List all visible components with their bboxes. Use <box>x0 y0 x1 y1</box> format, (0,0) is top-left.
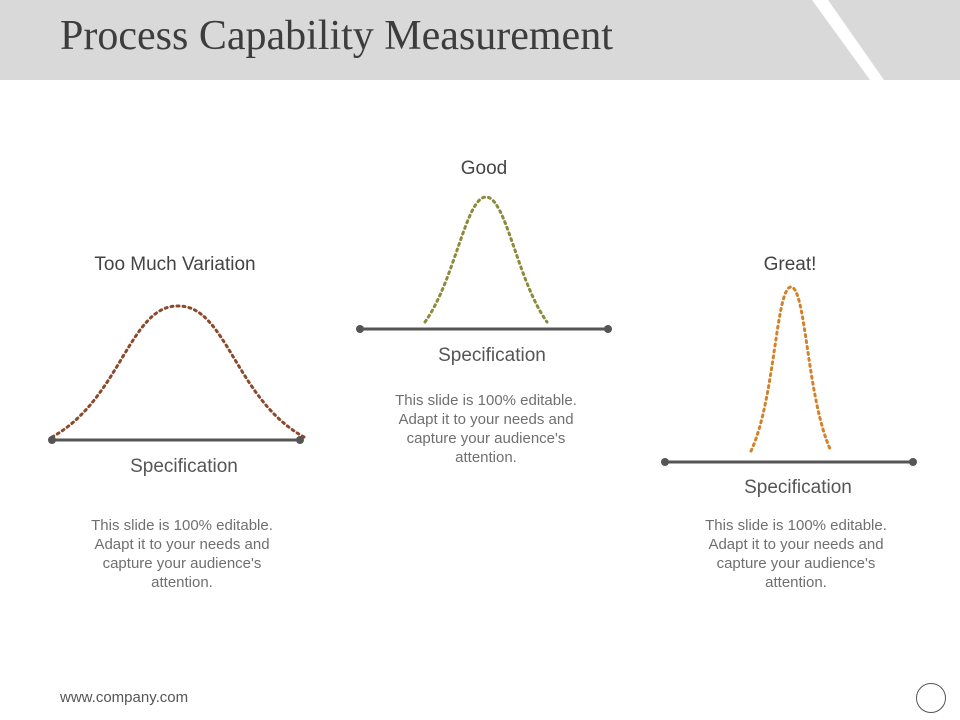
spec-endpoint-left-2 <box>356 325 364 333</box>
good-distribution-curve <box>423 195 549 324</box>
panel-2-axis-label: Specification <box>438 345 546 366</box>
spec-endpoint-right-1 <box>296 436 304 444</box>
narrow-distribution-curve <box>749 285 833 453</box>
spec-endpoint-right-3 <box>909 458 917 466</box>
panel-3-caption: Great! <box>763 254 817 275</box>
panel-2-caption: Good <box>460 158 508 179</box>
spec-endpoint-right-2 <box>604 325 612 333</box>
page-title: Process Capability Measurement <box>60 13 613 59</box>
spec-endpoint-left-1 <box>48 436 56 444</box>
spec-endpoint-left-3 <box>661 458 669 466</box>
panel-1-graphic <box>48 304 306 444</box>
title-bar-shape <box>0 0 960 80</box>
panel-2-description: This slide is 100% editable. Adapt it to… <box>395 392 577 466</box>
panel-2-graphic <box>356 195 612 333</box>
footer-url: www.company.com <box>60 689 189 706</box>
panel-1-description: This slide is 100% editable. Adapt it to… <box>91 517 273 591</box>
panel-1-axis-label: Specification <box>130 456 238 477</box>
panel-3-graphic <box>661 285 917 466</box>
panel-1-caption: Too Much Variation <box>94 254 256 275</box>
circle-outline-icon[interactable] <box>916 683 946 713</box>
wide-distribution-curve <box>50 304 306 439</box>
panel-3-description: This slide is 100% editable. Adapt it to… <box>705 517 887 591</box>
title-bar: Process Capability Measurement <box>0 0 960 80</box>
panel-3-axis-label: Specification <box>744 477 852 498</box>
